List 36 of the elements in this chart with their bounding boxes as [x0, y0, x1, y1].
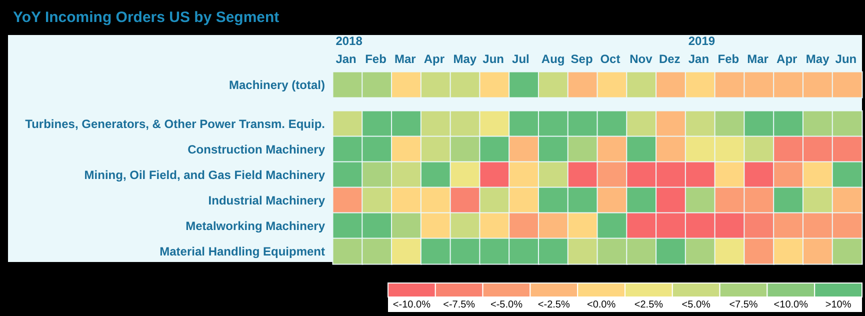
color-bar-label: <10.0% [774, 300, 808, 310]
x-tick-label: Sep [570, 52, 593, 66]
color-bar-label: <-10.0% [392, 300, 431, 310]
color-bar-label: <7.5% [729, 300, 758, 310]
color-bar-label: <-5.0% [490, 300, 523, 310]
x-tick-label: Mar [747, 52, 769, 66]
x-tick-label: May [453, 52, 477, 66]
color-bar-label: <2.5% [634, 300, 664, 310]
color-bar-label: <-2.5% [538, 300, 570, 310]
x-tick-label: May [806, 52, 830, 66]
y-tick-label: Mining, Oil Field, and Gas Field Machinery [84, 168, 326, 182]
x-tick-label: Jun [482, 52, 504, 66]
color-bar-label: <0.0% [586, 300, 616, 310]
x-tick-label: Aug [541, 52, 565, 66]
x-tick-label: Apr [424, 52, 445, 66]
y-tick-label: Machinery (total) [228, 78, 325, 92]
x-tick-label: Jun [835, 52, 857, 66]
x-tick-label: 2018 Jan [336, 34, 363, 66]
y-tick-label: Metalworking Machinery [186, 218, 326, 233]
x-tick-label: Jul [512, 52, 530, 66]
color-bar-label: <-7.5% [443, 300, 476, 310]
text: YoY Incoming Orders US by Segment [13, 9, 280, 26]
y-tick-label: Construction Machinery [188, 142, 326, 156]
x-tick-label: Mar [394, 52, 416, 66]
x-tick-label: Feb [365, 52, 386, 66]
x-tick-label: Feb [718, 52, 740, 66]
color-bar-label: >10% [825, 300, 852, 310]
y-tick-label: Industrial Machinery [208, 193, 326, 208]
y-tick-label: Material Handling Equipment [160, 244, 325, 258]
x-tick-label: Apr [776, 52, 798, 66]
color-bar-label: <5.0% [682, 300, 711, 310]
x-tick-label: Oct [600, 52, 620, 66]
x-tick-label: Dez [658, 52, 680, 66]
y-tick-label: Turbines, Generators, & Other Power Transm. Equip. [25, 116, 325, 131]
x-tick-label: Nov [630, 52, 653, 66]
x-tick-label: 2019 Jan [688, 34, 716, 66]
